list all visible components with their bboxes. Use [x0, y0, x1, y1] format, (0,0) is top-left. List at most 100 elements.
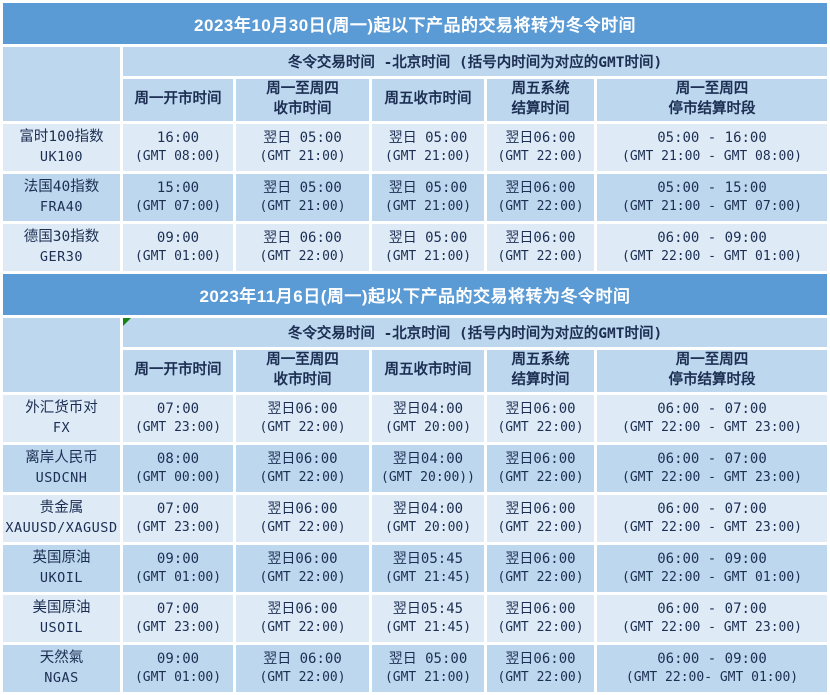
cell-fri-settle: 翌日06:00 (GMT 22:00): [487, 224, 594, 271]
subheader-text: 冬令交易时间 -北京时间 (括号内时间为对应的GMT时间): [287, 326, 663, 342]
col-header-monthu-close: 周一至周四 收市时间: [236, 79, 369, 121]
table-row-fra40: 法国40指数 FRA40 15:00 (GMT 07:00) 翌日 05:00 (GM…: [3, 174, 828, 221]
cell-open: 07:00 (GMT 23:00): [123, 595, 233, 642]
cell-halt-period: 06:00 - 07:00 (GMT 22:00 - GMT 23:00): [597, 395, 828, 442]
column-header-row-2: 周一开市时间 周一至周四 收市时间 周五收市时间 周五系统 结算时间 周一至周四 停市…: [3, 350, 828, 392]
cell-fri-close: 翌日 05:00 (GMT 21:00): [372, 645, 484, 692]
table-row-ukoil: 英国原油 UKOIL 09:00 (GMT 01:00) 翌日06:00 (GMT 2…: [3, 545, 828, 592]
col-header-halt-period: 周一至周四 停市结算时段: [597, 79, 828, 121]
cell-open: 08:00 (GMT 00:00): [123, 445, 233, 492]
col-header-open: 周一开市时间: [123, 350, 233, 392]
cell-fri-close: 翌日04:00 (GMT 20:00)): [372, 445, 484, 492]
cell-fri-close: 翌日04:00 (GMT 20:00): [372, 395, 484, 442]
cell-fri-close: 翌日 05:00 (GMT 21:00): [372, 224, 484, 271]
col-header-halt-period: 周一至周四 停市结算时段: [597, 350, 828, 392]
product-label-cell: 富时100指数 UK100: [3, 124, 120, 171]
subheader-text: 冬令交易时间 -北京时间 (括号内时间为对应的GMT时间): [287, 55, 663, 71]
cell-open: 07:00 (GMT 23:00): [123, 495, 233, 542]
col-header-fri-close: 周五收市时间: [372, 350, 484, 392]
table-row-fx: 外汇货币对 FX 07:00 (GMT 23:00) 翌日06:00 (GMT 22:…: [3, 395, 828, 442]
section-banner-title: 2023年11月6日(周一)起以下产品的交易将转为冬令时间: [3, 274, 828, 315]
subheader-row-1: 冬令交易时间 -北京时间 (括号内时间为对应的GMT时间): [3, 47, 828, 121]
cell-fri-settle: 翌日06:00 (GMT 22:00): [487, 174, 594, 221]
product-label-cell: 英国原油 UKOIL: [3, 545, 120, 592]
cell-open: 16:00 (GMT 08:00): [123, 124, 233, 171]
cell-fri-settle: 翌日06:00 (GMT 22:00): [487, 595, 594, 642]
product-name: 美国原油: [32, 600, 91, 617]
product-name: 法国40指数: [23, 179, 100, 196]
product-code: GER30: [39, 249, 84, 266]
cell-open: 07:00 (GMT 23:00): [123, 395, 233, 442]
cell-fri-close: 翌日 05:00 (GMT 21:00): [372, 124, 484, 171]
cell-halt-period: 06:00 - 07:00 (GMT 22:00 - GMT 23:00): [597, 445, 828, 492]
cell-monthu-close: 翌日 06:00 (GMT 22:00): [236, 224, 369, 271]
cell-fri-settle: 翌日06:00 (GMT 22:00): [487, 124, 594, 171]
cell-halt-period: 05:00 - 16:00 (GMT 21:00 - GMT 08:00): [597, 124, 828, 171]
cell-halt-period: 06:00 - 07:00 (GMT 22:00 - GMT 23:00): [597, 595, 828, 642]
product-label-cell: 离岸人民币 USDCNH: [3, 445, 120, 492]
cell-open: 09:00 (GMT 01:00): [123, 645, 233, 692]
cell-halt-period: 06:00 - 09:00 (GMT 22:00 - GMT 01:00): [597, 224, 828, 271]
cell-halt-period: 06:00 - 09:00 (GMT 22:00 - GMT 01:00): [597, 545, 828, 592]
cell-fri-close: 翌日04:00 (GMT 20:00): [372, 495, 484, 542]
header-spacer-cell: [3, 47, 120, 121]
cell-fri-close: 翌日 05:00 (GMT 21:00): [372, 174, 484, 221]
cell-halt-period: 06:00 - 07:00 (GMT 22:00 - GMT 23:00): [597, 495, 828, 542]
subheader-cell: 冬令交易时间 -北京时间 (括号内时间为对应的GMT时间): [123, 47, 828, 76]
product-name: 英国原油: [32, 550, 91, 567]
product-label-cell: 美国原油 USOIL: [3, 595, 120, 642]
product-label-cell: 外汇货币对 FX: [3, 395, 120, 442]
cell-monthu-close: 翌日 05:00 (GMT 21:00): [236, 174, 369, 221]
cell-open: 09:00 (GMT 01:00): [123, 545, 233, 592]
section-banner-title: 2023年10月30日(周一)起以下产品的交易将转为冬令时间: [3, 3, 828, 44]
product-code: USOIL: [39, 620, 84, 637]
section-banner-oct30: 2023年10月30日(周一)起以下产品的交易将转为冬令时间: [3, 3, 828, 44]
cell-fri-close: 翌日05:45 (GMT 21:45): [372, 545, 484, 592]
cell-fri-settle: 翌日06:00 (GMT 22:00): [487, 445, 594, 492]
product-name: 离岸人民币: [25, 450, 98, 467]
product-name: 贵金属: [39, 500, 84, 517]
table-row-ger30: 德国30指数 GER30 09:00 (GMT 01:00) 翌日 06:00 (GM…: [3, 224, 828, 271]
table-row-usdcnh: 离岸人民币 USDCNH 08:00 (GMT 00:00) 翌日06:00 (GMT…: [3, 445, 828, 492]
table-row-xauusd-xagusd: 贵金属 XAUUSD/XAGUSD 07:00 (GMT 23:00) 翌日06:0…: [3, 495, 828, 542]
product-name: 天然氣: [39, 650, 84, 667]
product-label-cell: 贵金属 XAUUSD/XAGUSD: [3, 495, 120, 542]
product-label-cell: 德国30指数 GER30: [3, 224, 120, 271]
cell-fri-settle: 翌日06:00 (GMT 22:00): [487, 645, 594, 692]
cell-halt-period: 05:00 - 15:00 (GMT 21:00 - GMT 07:00): [597, 174, 828, 221]
cell-open: 09:00 (GMT 01:00): [123, 224, 233, 271]
product-name: 德国30指数: [23, 229, 100, 246]
cell-fri-settle: 翌日06:00 (GMT 22:00): [487, 545, 594, 592]
product-code: UK100: [39, 149, 84, 166]
cell-fri-settle: 翌日06:00 (GMT 22:00): [487, 395, 594, 442]
header-spacer-cell: [3, 318, 120, 392]
cell-monthu-close: 翌日06:00 (GMT 22:00): [236, 495, 369, 542]
product-code: FX: [52, 420, 71, 437]
cell-monthu-close: 翌日06:00 (GMT 22:00): [236, 595, 369, 642]
section-banner-nov6: 2023年11月6日(周一)起以下产品的交易将转为冬令时间: [3, 274, 828, 315]
cell-monthu-close: 翌日 06:00 (GMT 22:00): [236, 645, 369, 692]
table-row-usoil: 美国原油 USOIL 07:00 (GMT 23:00) 翌日06:00 (GMT 2…: [3, 595, 828, 642]
cell-monthu-close: 翌日06:00 (GMT 22:00): [236, 545, 369, 592]
col-header-fri-settle: 周五系统 结算时间: [487, 350, 594, 392]
cell-monthu-close: 翌日06:00 (GMT 22:00): [236, 445, 369, 492]
cell-open: 15:00 (GMT 07:00): [123, 174, 233, 221]
product-label-cell: 法国40指数 FRA40: [3, 174, 120, 221]
product-code: XAUUSD/XAGUSD: [5, 520, 118, 537]
table-row-ngas: 天然氣 NGAS 09:00 (GMT 01:00) 翌日 06:00 (GMT 22…: [3, 645, 828, 692]
table-row-uk100: 富时100指数 UK100 16:00 (GMT 08:00) 翌日 05:00 (G…: [3, 124, 828, 171]
cell-halt-period: 06:00 - 09:00 (GMT 22:00- GMT 01:00): [597, 645, 828, 692]
col-header-fri-settle: 周五系统 结算时间: [487, 79, 594, 121]
subheader-row-2: 冬令交易时间 -北京时间 (括号内时间为对应的GMT时间): [3, 318, 828, 392]
product-label-cell: 天然氣 NGAS: [3, 645, 120, 692]
cell-monthu-close: 翌日06:00 (GMT 22:00): [236, 395, 369, 442]
product-code: NGAS: [44, 670, 79, 687]
column-header-row-1: 周一开市时间 周一至周四 收市时间 周五收市时间 周五系统 结算时间 周一至周四 停市…: [3, 79, 828, 121]
col-header-fri-close: 周五收市时间: [372, 79, 484, 121]
subheader-cell: 冬令交易时间 -北京时间 (括号内时间为对应的GMT时间): [123, 318, 828, 347]
product-code: UKOIL: [39, 570, 84, 587]
product-name: 富时100指数: [19, 129, 104, 146]
cell-monthu-close: 翌日 05:00 (GMT 21:00): [236, 124, 369, 171]
cell-fri-close: 翌日05:45 (GMT 21:45): [372, 595, 484, 642]
